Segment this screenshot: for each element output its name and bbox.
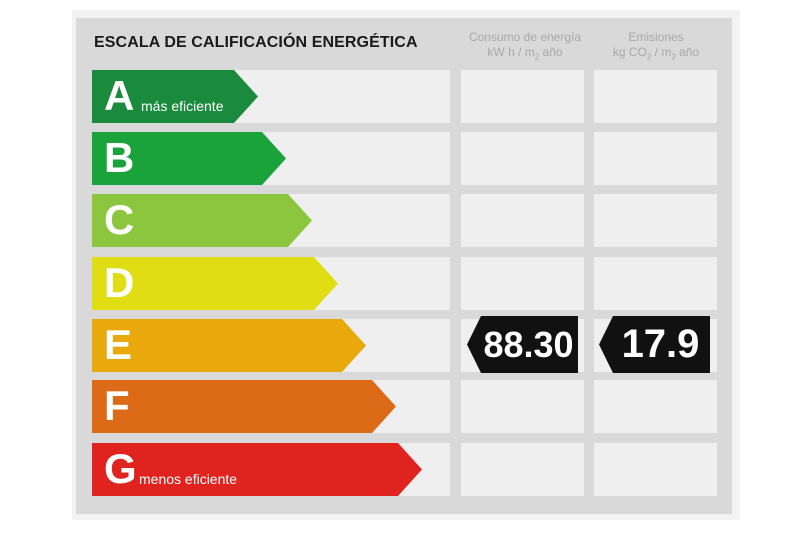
rating-letter: A — [104, 72, 135, 119]
consumo-header-line1: Consumo de energía — [468, 30, 582, 44]
emisiones-cell — [594, 443, 717, 496]
consumo-value-tag: 88.30 — [467, 316, 578, 373]
emisiones-cell — [594, 132, 717, 185]
emisiones-header: Emisiones kg CO2 / m2 año — [586, 30, 726, 64]
label-title: ESCALA DE CALIFICACIÓN ENERGÉTICA — [94, 34, 418, 51]
emisiones-cell — [594, 194, 717, 247]
rating-label: menos eficiente — [139, 471, 238, 487]
rating-letter: D — [104, 259, 135, 306]
rating-letter: E — [104, 321, 133, 368]
rating-bar-f: F — [92, 380, 396, 433]
emisiones-header-line1: Emisiones — [628, 30, 684, 44]
consumo-header-line2: kW h / m2 año — [487, 45, 563, 62]
consumo-cell — [461, 443, 584, 496]
consumo-header: Consumo de energía kW h / m2 año — [455, 30, 595, 64]
rating-bar-c: C — [92, 194, 312, 247]
rating-letter: G — [104, 445, 137, 492]
rating-label: más eficiente — [141, 98, 224, 114]
consumo-cell — [461, 70, 584, 123]
consumo-cell — [461, 194, 584, 247]
emisiones-header-line2: kg CO2 / m2 año — [612, 45, 700, 62]
emisiones-cell — [594, 70, 717, 123]
emisiones-cell — [594, 380, 717, 433]
rating-bar-e: E — [92, 319, 366, 372]
consumo-value: 88.30 — [483, 324, 574, 365]
emisiones-value-tag: 17.9 — [599, 316, 710, 373]
rating-bar-d: D — [92, 257, 338, 310]
rating-letter: C — [104, 196, 135, 243]
rating-letter: B — [104, 134, 135, 181]
emisiones-value: 17.9 — [621, 322, 700, 366]
rating-letter: F — [104, 382, 130, 429]
consumo-cell — [461, 132, 584, 185]
consumo-cell — [461, 380, 584, 433]
emisiones-cell — [594, 257, 717, 310]
rating-bar-b: B — [92, 132, 286, 185]
consumo-cell — [461, 257, 584, 310]
